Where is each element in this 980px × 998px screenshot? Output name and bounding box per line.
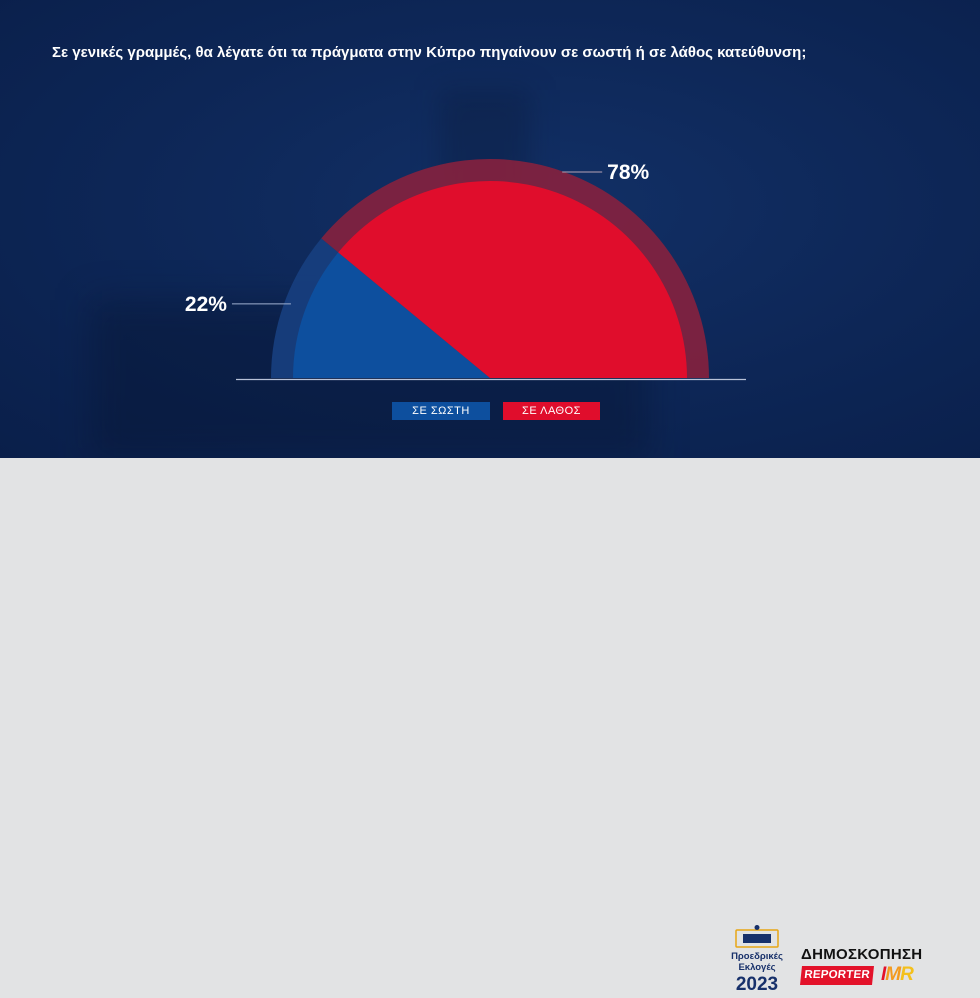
ballot-emblem-icon <box>754 925 760 930</box>
election-logo-line2: Εκλογές <box>738 962 775 973</box>
imr-logo: IMR <box>881 964 914 986</box>
poll-label: ΔΗΜΟΣΚΟΠΗΣΗ <box>801 946 923 963</box>
reporter-logo: REPORTER <box>800 966 874 985</box>
semi-donut-chart: 22% 78% <box>185 158 746 381</box>
slice-wrong <box>338 181 687 378</box>
imr-logo-r: R <box>900 964 914 985</box>
imr-logo-m: M <box>885 964 901 985</box>
footer-bar: Προεδρικές Εκλογές 2023 ΔΗΜΟΣΚΟΠΗΣΗ REPO… <box>0 458 980 995</box>
data-label-right: 22% <box>185 293 227 316</box>
ballot-box-body-icon <box>743 934 771 943</box>
chart-panel: Σε γενικές γραμμές, θα λέγατε ότι τα πρά… <box>0 0 980 458</box>
legend-item-right: ΣΕ ΣΩΣΤΗ <box>392 402 490 420</box>
slice-right <box>293 252 490 378</box>
election-logo-year: 2023 <box>736 974 778 995</box>
legend-item-wrong: ΣΕ ΛΑΘΟΣ <box>503 402 600 420</box>
election-2023-logo: Προεδρικές Εκλογές 2023 <box>731 925 783 995</box>
data-label-wrong: 78% <box>607 161 649 184</box>
election-logo-line1: Προεδρικές <box>731 951 783 962</box>
question-title: Σε γενικές γραμμές, θα λέγατε ότι τα πρά… <box>52 44 807 61</box>
